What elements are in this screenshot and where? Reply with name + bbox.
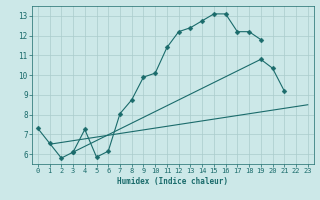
X-axis label: Humidex (Indice chaleur): Humidex (Indice chaleur) <box>117 177 228 186</box>
